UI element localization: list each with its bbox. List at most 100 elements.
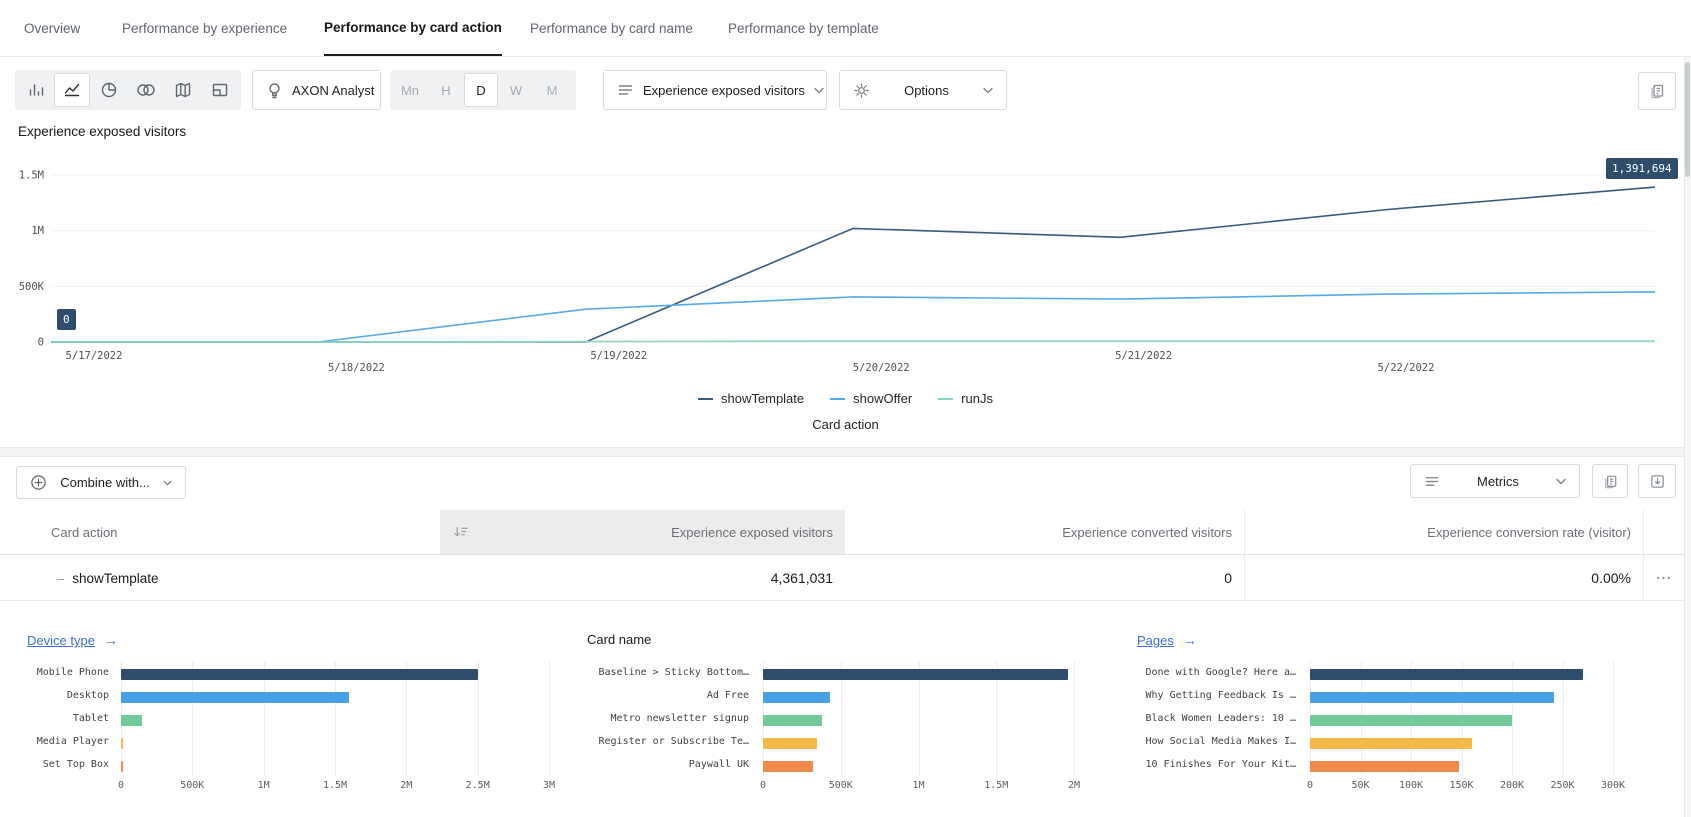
- chevron-down-icon: [163, 480, 172, 486]
- row-more-actions-button[interactable]: ⋯: [1643, 555, 1685, 601]
- cell-converted-visitors: 0: [845, 555, 1232, 601]
- map-icon[interactable]: [164, 70, 201, 110]
- combine-with-button[interactable]: Combine with...: [16, 466, 186, 499]
- chart-title: Experience exposed visitors: [18, 124, 186, 139]
- copy-table-button[interactable]: [1592, 464, 1628, 498]
- row-label-cell: – showTemplate: [57, 555, 159, 601]
- device-type-label: Device type: [27, 633, 95, 648]
- section-divider: [0, 447, 1691, 457]
- bar[interactable]: [1310, 692, 1554, 703]
- legend-item-runjs[interactable]: runJs: [938, 391, 993, 406]
- download-table-button[interactable]: [1638, 464, 1676, 498]
- venn-diagram-icon[interactable]: [127, 70, 164, 110]
- column-divider: [1643, 510, 1644, 601]
- pages-link[interactable]: Pages →: [1137, 632, 1197, 648]
- column-header-conversion-rate[interactable]: Experience conversion rate (visitor): [1244, 510, 1631, 555]
- axon-analyst-label: AXON Analyst: [292, 83, 374, 98]
- bar[interactable]: [1310, 738, 1472, 749]
- table-row[interactable]: – showTemplate 4,361,031 0 0.00% ⋯: [0, 555, 1691, 601]
- options-dropdown[interactable]: Options: [839, 70, 1007, 110]
- x-tick-label: 5/19/2022: [590, 350, 647, 362]
- granularity-day[interactable]: D: [464, 73, 498, 107]
- bar[interactable]: [1310, 669, 1583, 680]
- tab-performance-by-card-name[interactable]: Performance by card name: [530, 0, 693, 56]
- column-header-card-action[interactable]: Card action: [51, 510, 117, 555]
- x-tick-label: 2.5M: [448, 780, 508, 791]
- max-value-badge: 1,391,694: [1606, 158, 1678, 179]
- x-tick-label: 1.5M: [305, 780, 365, 791]
- plus-circle-icon: [30, 474, 47, 491]
- bar-category-label: Why Getting Feedback Is …: [0, 690, 1296, 701]
- sort-descending-icon[interactable]: [453, 525, 468, 539]
- pie-chart-icon[interactable]: [90, 70, 127, 110]
- cell-exposed-visitors: 4,361,031: [470, 555, 833, 601]
- table-header-row: Card action Experience exposed visitors …: [0, 510, 1691, 555]
- cell-conversion-rate: 0.00%: [1244, 555, 1631, 601]
- bar[interactable]: [1310, 715, 1512, 726]
- legend-item-showtemplate[interactable]: showTemplate: [698, 391, 804, 406]
- granularity-week[interactable]: W: [498, 70, 534, 110]
- min-value-badge: 0: [57, 309, 76, 330]
- copy-icon: [1602, 473, 1619, 490]
- list-icon: [617, 82, 634, 98]
- dashboard-layout-icon[interactable]: [201, 70, 238, 110]
- legend-swatch: [938, 398, 953, 400]
- x-tick-label: 1M: [234, 780, 294, 791]
- mini-bar-charts: 0500K1M1.5M2M2.5M3MMobile PhoneDesktopTa…: [0, 655, 1691, 817]
- card-name-label: Card name: [587, 632, 651, 647]
- legend-swatch: [698, 398, 713, 400]
- granularity-minute[interactable]: Mn: [392, 70, 428, 110]
- device-type-link[interactable]: Device type →: [27, 632, 118, 648]
- granularity-selector: Mn H D W M: [390, 70, 576, 110]
- metrics-dropdown[interactable]: Metrics: [1410, 464, 1580, 498]
- pages-label: Pages: [1137, 633, 1174, 648]
- column-header-converted-visitors[interactable]: Experience converted visitors: [845, 510, 1232, 555]
- scrollbar-thumb[interactable]: [1685, 62, 1690, 177]
- tab-overview[interactable]: Overview: [24, 0, 80, 56]
- column-divider: [1244, 510, 1245, 601]
- granularity-hour[interactable]: H: [428, 70, 464, 110]
- column-header-exposed-visitors[interactable]: Experience exposed visitors: [470, 510, 833, 555]
- x-tick-label: 2M: [1044, 780, 1104, 791]
- bar-category-label: How Social Media Makes I…: [0, 736, 1296, 747]
- chevron-down-icon: [983, 87, 993, 94]
- bar-category-label: 10 Finishes For Your Kit…: [0, 759, 1296, 770]
- list-icon: [1424, 474, 1440, 489]
- line-series-showOffer[interactable]: [51, 292, 1655, 342]
- bar-chart-icon[interactable]: [17, 70, 54, 110]
- line-chart-icon[interactable]: [54, 73, 90, 107]
- line-series-showTemplate[interactable]: [51, 187, 1655, 342]
- legend-label: showTemplate: [721, 391, 804, 406]
- x-tick-label: 0: [91, 780, 151, 791]
- legend-item-showoffer[interactable]: showOffer: [830, 391, 912, 406]
- gear-icon: [853, 82, 870, 99]
- y-tick-label: 1.5M: [19, 170, 44, 182]
- row-collapse-indicator[interactable]: –: [57, 571, 64, 586]
- scrollbar-track[interactable]: [1684, 57, 1691, 817]
- axon-analyst-button[interactable]: AXON Analyst: [252, 70, 381, 110]
- x-tick-label: 500K: [811, 780, 871, 791]
- copy-chart-button[interactable]: [1638, 72, 1676, 110]
- x-axis-title: Card action: [0, 417, 1691, 432]
- tab-performance-by-experience[interactable]: Performance by experience: [122, 0, 287, 56]
- chart-legend: showTemplate showOffer runJs: [0, 391, 1691, 406]
- bar[interactable]: [1310, 761, 1459, 772]
- bar-category-label: Black Women Leaders: 10 …: [0, 713, 1296, 724]
- y-tick-label: 500K: [19, 281, 45, 293]
- arrow-right-icon: →: [1183, 632, 1197, 648]
- legend-label: runJs: [961, 391, 993, 406]
- arrow-right-icon: →: [104, 632, 118, 648]
- chart-type-selector: [15, 70, 241, 110]
- line-chart-plot[interactable]: 0500K1M1.5M5/17/20225/18/20225/19/20225/…: [0, 150, 1691, 382]
- x-tick-label: 5/20/2022: [853, 362, 910, 374]
- x-tick-label: 300K: [1583, 780, 1643, 791]
- gridline: [1613, 661, 1614, 776]
- x-tick-label: 0: [733, 780, 793, 791]
- granularity-month[interactable]: M: [534, 70, 570, 110]
- tab-performance-by-template[interactable]: Performance by template: [728, 0, 879, 56]
- lightbulb-icon: [266, 81, 283, 99]
- row-label: showTemplate: [72, 571, 158, 586]
- legend-label: showOffer: [853, 391, 912, 406]
- metric-selector-dropdown[interactable]: Experience exposed visitors: [603, 70, 827, 110]
- tab-performance-by-card-action[interactable]: Performance by card action: [324, 0, 502, 56]
